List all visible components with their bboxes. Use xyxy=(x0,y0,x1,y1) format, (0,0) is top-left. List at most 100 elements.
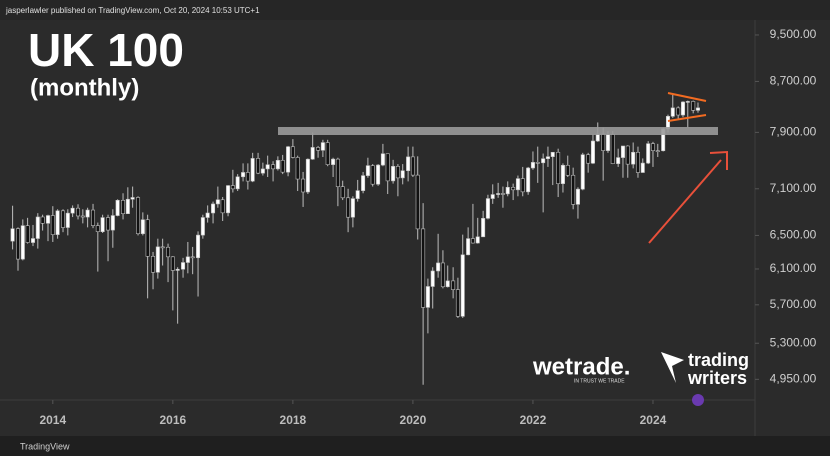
candle-body xyxy=(310,147,315,160)
candle-body xyxy=(496,193,501,195)
candle-body xyxy=(95,225,100,232)
candle-body xyxy=(25,225,30,243)
candle-body xyxy=(215,199,220,205)
arrow-shaft xyxy=(648,159,722,244)
y-tick-label: 7,100.00 xyxy=(770,181,817,195)
candle-body xyxy=(31,238,36,243)
candle-body xyxy=(160,246,165,249)
candle-body xyxy=(391,166,396,182)
candle-body xyxy=(586,154,591,164)
candle-body xyxy=(595,133,600,142)
candle-body xyxy=(230,185,235,190)
candle-body xyxy=(490,194,495,199)
candle-body xyxy=(235,176,240,190)
candle-body xyxy=(610,134,615,164)
candle-body xyxy=(175,268,180,271)
candle-body xyxy=(380,153,385,166)
candle-body xyxy=(355,190,360,199)
candle-body xyxy=(181,262,186,270)
candle-body xyxy=(280,160,285,173)
candle-body xyxy=(61,210,66,228)
candle-body xyxy=(136,197,141,235)
candle-body xyxy=(365,165,370,176)
candle-body xyxy=(145,219,150,257)
header-text: jasperlawler published on TradingView.co… xyxy=(5,6,260,15)
triangle-upper xyxy=(667,92,707,102)
header-bar xyxy=(0,0,830,20)
candle-body xyxy=(505,186,510,195)
candle-body xyxy=(695,107,700,111)
candle-body xyxy=(155,246,160,273)
candle-body xyxy=(125,198,130,214)
candle-body xyxy=(691,101,696,111)
candle-body xyxy=(436,262,441,272)
candle-body xyxy=(301,178,306,193)
candle-body xyxy=(440,262,445,288)
candle-body xyxy=(196,234,201,259)
candle-body xyxy=(76,207,81,217)
candle-body xyxy=(515,178,520,191)
wetrade-logo: wetrade. xyxy=(532,353,630,380)
candle-body xyxy=(421,228,426,308)
y-tick-label: 5,700.00 xyxy=(770,297,817,311)
x-tick-label: 2024 xyxy=(640,413,667,427)
candle-body xyxy=(46,215,51,224)
candle-body xyxy=(385,153,390,182)
x-tick-label: 2016 xyxy=(159,413,186,427)
candle-body xyxy=(470,238,475,244)
candle-body xyxy=(511,186,516,191)
candle-body xyxy=(406,156,411,172)
candle-body xyxy=(556,151,561,184)
candle-body xyxy=(290,146,295,158)
candle-body xyxy=(65,212,70,228)
candle-body xyxy=(205,212,210,218)
candle-body xyxy=(151,256,156,273)
candle-body xyxy=(16,228,21,260)
candle-body xyxy=(565,164,570,176)
candle-body xyxy=(316,147,321,151)
candle-body xyxy=(541,158,546,164)
x-tick-label: 2014 xyxy=(39,413,66,427)
footer-bar xyxy=(0,436,830,456)
candle-body xyxy=(211,203,216,214)
candle-body xyxy=(100,217,105,232)
candle-body xyxy=(320,142,325,151)
tradingwriters-line2: writers xyxy=(687,368,747,388)
y-tick-label: 5,300.00 xyxy=(770,335,817,349)
candle-body xyxy=(10,228,15,242)
candle-body xyxy=(121,199,126,214)
candle-body xyxy=(601,133,606,151)
candle-body xyxy=(220,199,225,214)
y-tick-label: 6,500.00 xyxy=(770,228,817,242)
candle-body xyxy=(620,145,625,158)
chart-title: UK 100 xyxy=(28,24,184,76)
candle-body xyxy=(635,151,640,173)
y-tick-label: 7,900.00 xyxy=(770,125,817,139)
candle-body xyxy=(650,143,655,151)
candle-body xyxy=(520,178,525,193)
candle-body xyxy=(115,199,120,216)
chart-subtitle: (monthly) xyxy=(30,74,139,101)
candle-body xyxy=(400,170,405,179)
candle-body xyxy=(430,270,435,287)
candle-body xyxy=(395,166,400,179)
candle-body xyxy=(271,164,276,170)
candle-body xyxy=(625,145,630,165)
triangle-lower xyxy=(667,114,707,122)
candle-body xyxy=(350,198,355,218)
x-tick-label: 2018 xyxy=(280,413,307,427)
candle-body xyxy=(80,215,85,218)
resistance-band xyxy=(278,127,718,135)
candle-body xyxy=(335,158,340,188)
candle-body xyxy=(185,256,190,263)
candle-body xyxy=(485,198,490,219)
y-tick-label: 6,100.00 xyxy=(770,261,817,275)
candle-body xyxy=(646,143,651,164)
candle-body xyxy=(275,160,280,170)
candle-body xyxy=(580,154,585,190)
candle-body xyxy=(685,101,690,103)
candle-body xyxy=(331,158,336,165)
candle-body xyxy=(571,174,576,205)
candle-body xyxy=(410,156,415,176)
